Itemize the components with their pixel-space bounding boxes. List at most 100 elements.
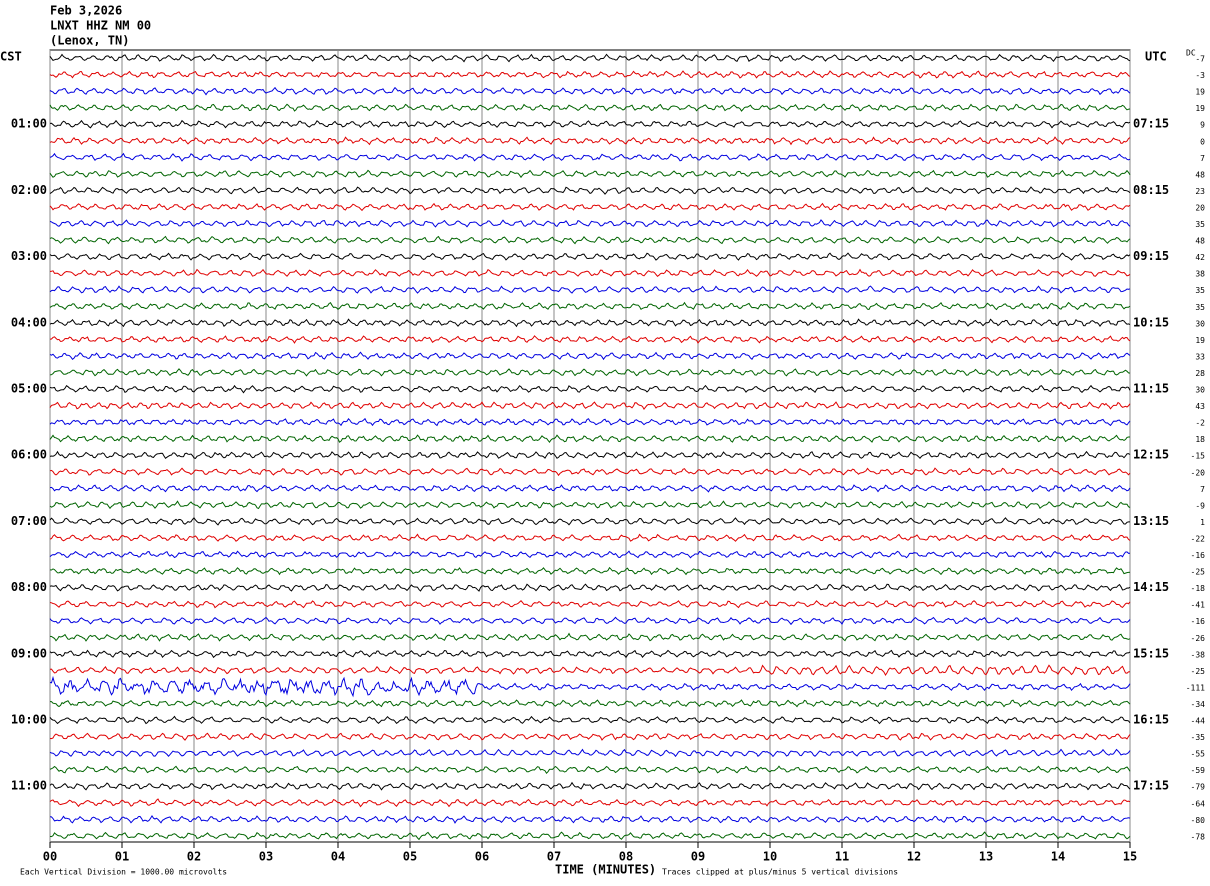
x-tick-label: 01 <box>115 850 129 864</box>
dc-offset: -16 <box>1191 551 1206 560</box>
dc-offset: -7 <box>1195 55 1205 64</box>
x-tick-label: 05 <box>403 850 417 864</box>
x-tick-label: 11 <box>835 850 849 864</box>
x-tick-label: 07 <box>547 850 561 864</box>
trace <box>49 103 1131 112</box>
trace <box>49 53 1131 63</box>
utc-label: 15:15 <box>1133 646 1169 660</box>
trace <box>49 649 1131 659</box>
x-tick-label: 03 <box>259 850 273 864</box>
trace <box>49 186 1131 195</box>
trace <box>49 715 1131 725</box>
cst-label: 08:00 <box>11 580 47 594</box>
trace <box>49 70 1131 79</box>
trace <box>49 484 1131 493</box>
left-axis-label: CST <box>0 50 22 64</box>
dc-offset: -9 <box>1195 501 1205 510</box>
trace <box>49 765 1131 775</box>
x-tick-label: 12 <box>907 850 921 864</box>
dc-offset: -111 <box>1186 683 1205 692</box>
dc-offset: -15 <box>1191 452 1206 461</box>
utc-label: 16:15 <box>1133 713 1169 727</box>
trace <box>49 732 1131 741</box>
trace <box>49 533 1131 542</box>
dc-offset: -55 <box>1191 750 1206 759</box>
dc-offset: -59 <box>1191 766 1206 775</box>
trace <box>49 268 1131 278</box>
dc-offset: 28 <box>1195 369 1205 378</box>
dc-offset: -79 <box>1191 783 1206 792</box>
dc-offset: -25 <box>1191 667 1206 676</box>
dc-offset: 42 <box>1195 253 1205 262</box>
dc-offset: 20 <box>1195 203 1205 212</box>
cst-label: 01:00 <box>11 117 47 131</box>
dc-offset: 43 <box>1195 402 1205 411</box>
utc-label: 10:15 <box>1133 315 1169 329</box>
x-tick-label: 00 <box>43 850 57 864</box>
utc-label: 12:15 <box>1133 448 1169 462</box>
trace <box>50 699 1131 708</box>
trace <box>49 169 1131 179</box>
right-axis-label: UTC <box>1145 50 1167 64</box>
trace <box>49 566 1131 576</box>
dc-offset: 38 <box>1195 270 1205 279</box>
cst-label: 10:00 <box>11 713 47 727</box>
x-tick-label: 09 <box>691 850 705 864</box>
dc-offset: -35 <box>1191 733 1206 742</box>
dc-offset: 33 <box>1195 352 1205 361</box>
trace <box>49 599 1131 609</box>
dc-offset: -26 <box>1191 634 1206 643</box>
dc-offset: -41 <box>1191 601 1206 610</box>
trace <box>49 219 1131 228</box>
trace <box>49 119 1131 129</box>
cst-label: 04:00 <box>11 315 47 329</box>
cst-label: 09:00 <box>11 646 47 660</box>
trace <box>49 335 1131 344</box>
dc-offset: -34 <box>1191 700 1206 709</box>
cst-label: 02:00 <box>11 183 47 197</box>
dc-offset: -16 <box>1191 617 1206 626</box>
header-line: Feb 3,2026 <box>50 4 122 18</box>
cst-label: 06:00 <box>11 448 47 462</box>
trace <box>49 632 1131 642</box>
dc-offset: 19 <box>1195 88 1205 97</box>
trace <box>49 86 1131 96</box>
trace <box>49 301 1131 311</box>
dc-offset: 19 <box>1195 336 1205 345</box>
utc-label: 14:15 <box>1133 580 1169 594</box>
x-tick-label: 15 <box>1123 850 1137 864</box>
x-tick-label: 14 <box>1051 850 1065 864</box>
dc-offset: -80 <box>1191 816 1206 825</box>
x-axis-label: TIME (MINUTES) <box>555 863 656 877</box>
trace <box>49 550 1131 559</box>
cst-label: 03:00 <box>11 249 47 263</box>
dc-offset: 18 <box>1195 435 1205 444</box>
dc-offset: -3 <box>1195 71 1205 80</box>
dc-offset: -20 <box>1191 468 1206 477</box>
footer-left: Each Vertical Division = 1000.00 microvo… <box>20 868 227 877</box>
dc-offset: 30 <box>1195 386 1205 395</box>
header-line: LNXT HHZ NM 00 <box>50 19 151 33</box>
dc-offset: -2 <box>1195 419 1205 428</box>
trace <box>49 831 1131 841</box>
trace <box>49 318 1131 328</box>
dc-offset: 48 <box>1195 237 1205 246</box>
trace <box>49 368 1131 377</box>
trace <box>49 664 1131 676</box>
footer-right: Traces clipped at plus/minus 5 vertical … <box>662 868 898 877</box>
dc-label: DC <box>1186 49 1196 58</box>
dc-offset: 7 <box>1200 154 1205 163</box>
utc-label: 17:15 <box>1133 779 1169 793</box>
dc-offset: -64 <box>1191 799 1206 808</box>
trace <box>49 152 1131 162</box>
cst-label: 05:00 <box>11 382 47 396</box>
dc-offset: 9 <box>1200 121 1205 130</box>
dc-offset: 19 <box>1195 104 1205 113</box>
dc-offset: 1 <box>1200 518 1205 527</box>
trace <box>49 136 1131 146</box>
dc-offset: -22 <box>1191 534 1206 543</box>
dc-offset: 23 <box>1195 187 1205 196</box>
trace <box>49 616 1131 626</box>
trace <box>49 384 1131 394</box>
x-tick-label: 04 <box>331 850 345 864</box>
